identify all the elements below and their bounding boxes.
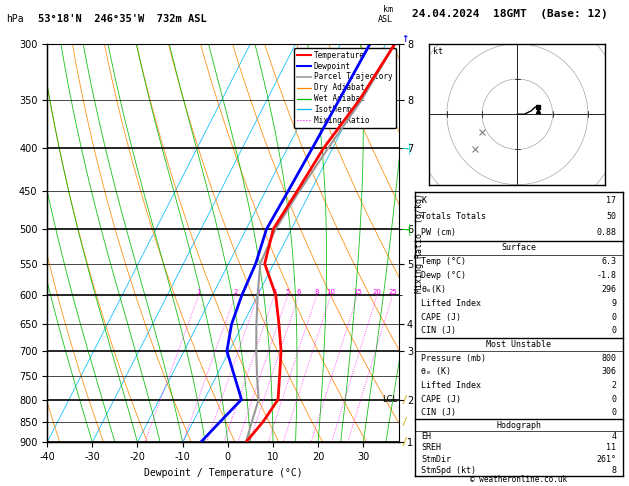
Text: Pressure (mb): Pressure (mb) (421, 354, 486, 363)
Text: Lifted Index: Lifted Index (421, 299, 481, 308)
Text: ─┤: ─┤ (401, 142, 413, 154)
Text: 24.04.2024  18GMT  (Base: 12): 24.04.2024 18GMT (Base: 12) (412, 9, 608, 19)
Text: 25: 25 (388, 289, 397, 295)
Text: PW (cm): PW (cm) (421, 228, 457, 237)
Text: 15: 15 (353, 289, 362, 295)
Text: 0.88: 0.88 (596, 228, 616, 237)
Text: Totals Totals: Totals Totals (421, 212, 486, 221)
Text: 0: 0 (611, 312, 616, 322)
Text: 10: 10 (326, 289, 335, 295)
Text: 4: 4 (272, 289, 277, 295)
Text: CIN (J): CIN (J) (421, 408, 457, 417)
Text: 17: 17 (606, 196, 616, 205)
Text: 0: 0 (611, 408, 616, 417)
Text: 4: 4 (611, 432, 616, 441)
Text: StmSpd (kt): StmSpd (kt) (421, 466, 476, 475)
Text: 5: 5 (286, 289, 290, 295)
Text: 6.3: 6.3 (601, 257, 616, 266)
Text: 306: 306 (601, 367, 616, 376)
Text: 800: 800 (601, 354, 616, 363)
Text: StmDir: StmDir (421, 455, 452, 464)
Text: θₑ(K): θₑ(K) (421, 285, 447, 294)
Legend: Temperature, Dewpoint, Parcel Trajectory, Dry Adiabat, Wet Adiabat, Isotherm, Mi: Temperature, Dewpoint, Parcel Trajectory… (294, 48, 396, 128)
Text: -1.8: -1.8 (596, 271, 616, 280)
Text: θₑ (K): θₑ (K) (421, 367, 452, 376)
Text: Hodograph: Hodograph (496, 420, 542, 430)
Text: /: / (401, 437, 407, 447)
Text: km
ASL: km ASL (378, 5, 393, 24)
Text: 0: 0 (611, 395, 616, 403)
Text: 50: 50 (606, 212, 616, 221)
Text: Mixing Ratio  (g/kg): Mixing Ratio (g/kg) (415, 193, 424, 293)
Text: 2: 2 (233, 289, 238, 295)
Text: Dewp (°C): Dewp (°C) (421, 271, 466, 280)
Text: 3: 3 (255, 289, 260, 295)
Text: 8: 8 (314, 289, 319, 295)
Text: /: / (401, 417, 407, 427)
Text: 0: 0 (611, 327, 616, 335)
Text: 20: 20 (372, 289, 382, 295)
Text: 6: 6 (297, 289, 301, 295)
Text: 9: 9 (611, 299, 616, 308)
Text: 53°18'N  246°35'W  732m ASL: 53°18'N 246°35'W 732m ASL (38, 14, 206, 24)
Text: kt: kt (433, 47, 443, 56)
Text: © weatheronline.co.uk: © weatheronline.co.uk (470, 474, 567, 484)
X-axis label: Dewpoint / Temperature (°C): Dewpoint / Temperature (°C) (144, 468, 303, 478)
Text: 8: 8 (611, 466, 616, 475)
Text: Lifted Index: Lifted Index (421, 381, 481, 390)
Text: 11: 11 (606, 443, 616, 452)
Text: Temp (°C): Temp (°C) (421, 257, 466, 266)
Text: CAPE (J): CAPE (J) (421, 312, 461, 322)
Text: hPa: hPa (6, 14, 24, 24)
Text: 261°: 261° (596, 455, 616, 464)
Text: 296: 296 (601, 285, 616, 294)
Text: /: / (401, 395, 407, 404)
Text: LCL: LCL (382, 395, 397, 404)
Text: Surface: Surface (501, 243, 537, 252)
Text: Most Unstable: Most Unstable (486, 340, 552, 349)
Text: K: K (421, 196, 426, 205)
Text: SREH: SREH (421, 443, 442, 452)
Text: ↑: ↑ (401, 33, 409, 45)
Text: CIN (J): CIN (J) (421, 327, 457, 335)
Text: EH: EH (421, 432, 431, 441)
Text: 2: 2 (611, 381, 616, 390)
Text: CAPE (J): CAPE (J) (421, 395, 461, 403)
Text: ─┤: ─┤ (401, 223, 413, 235)
Text: 1: 1 (196, 289, 201, 295)
